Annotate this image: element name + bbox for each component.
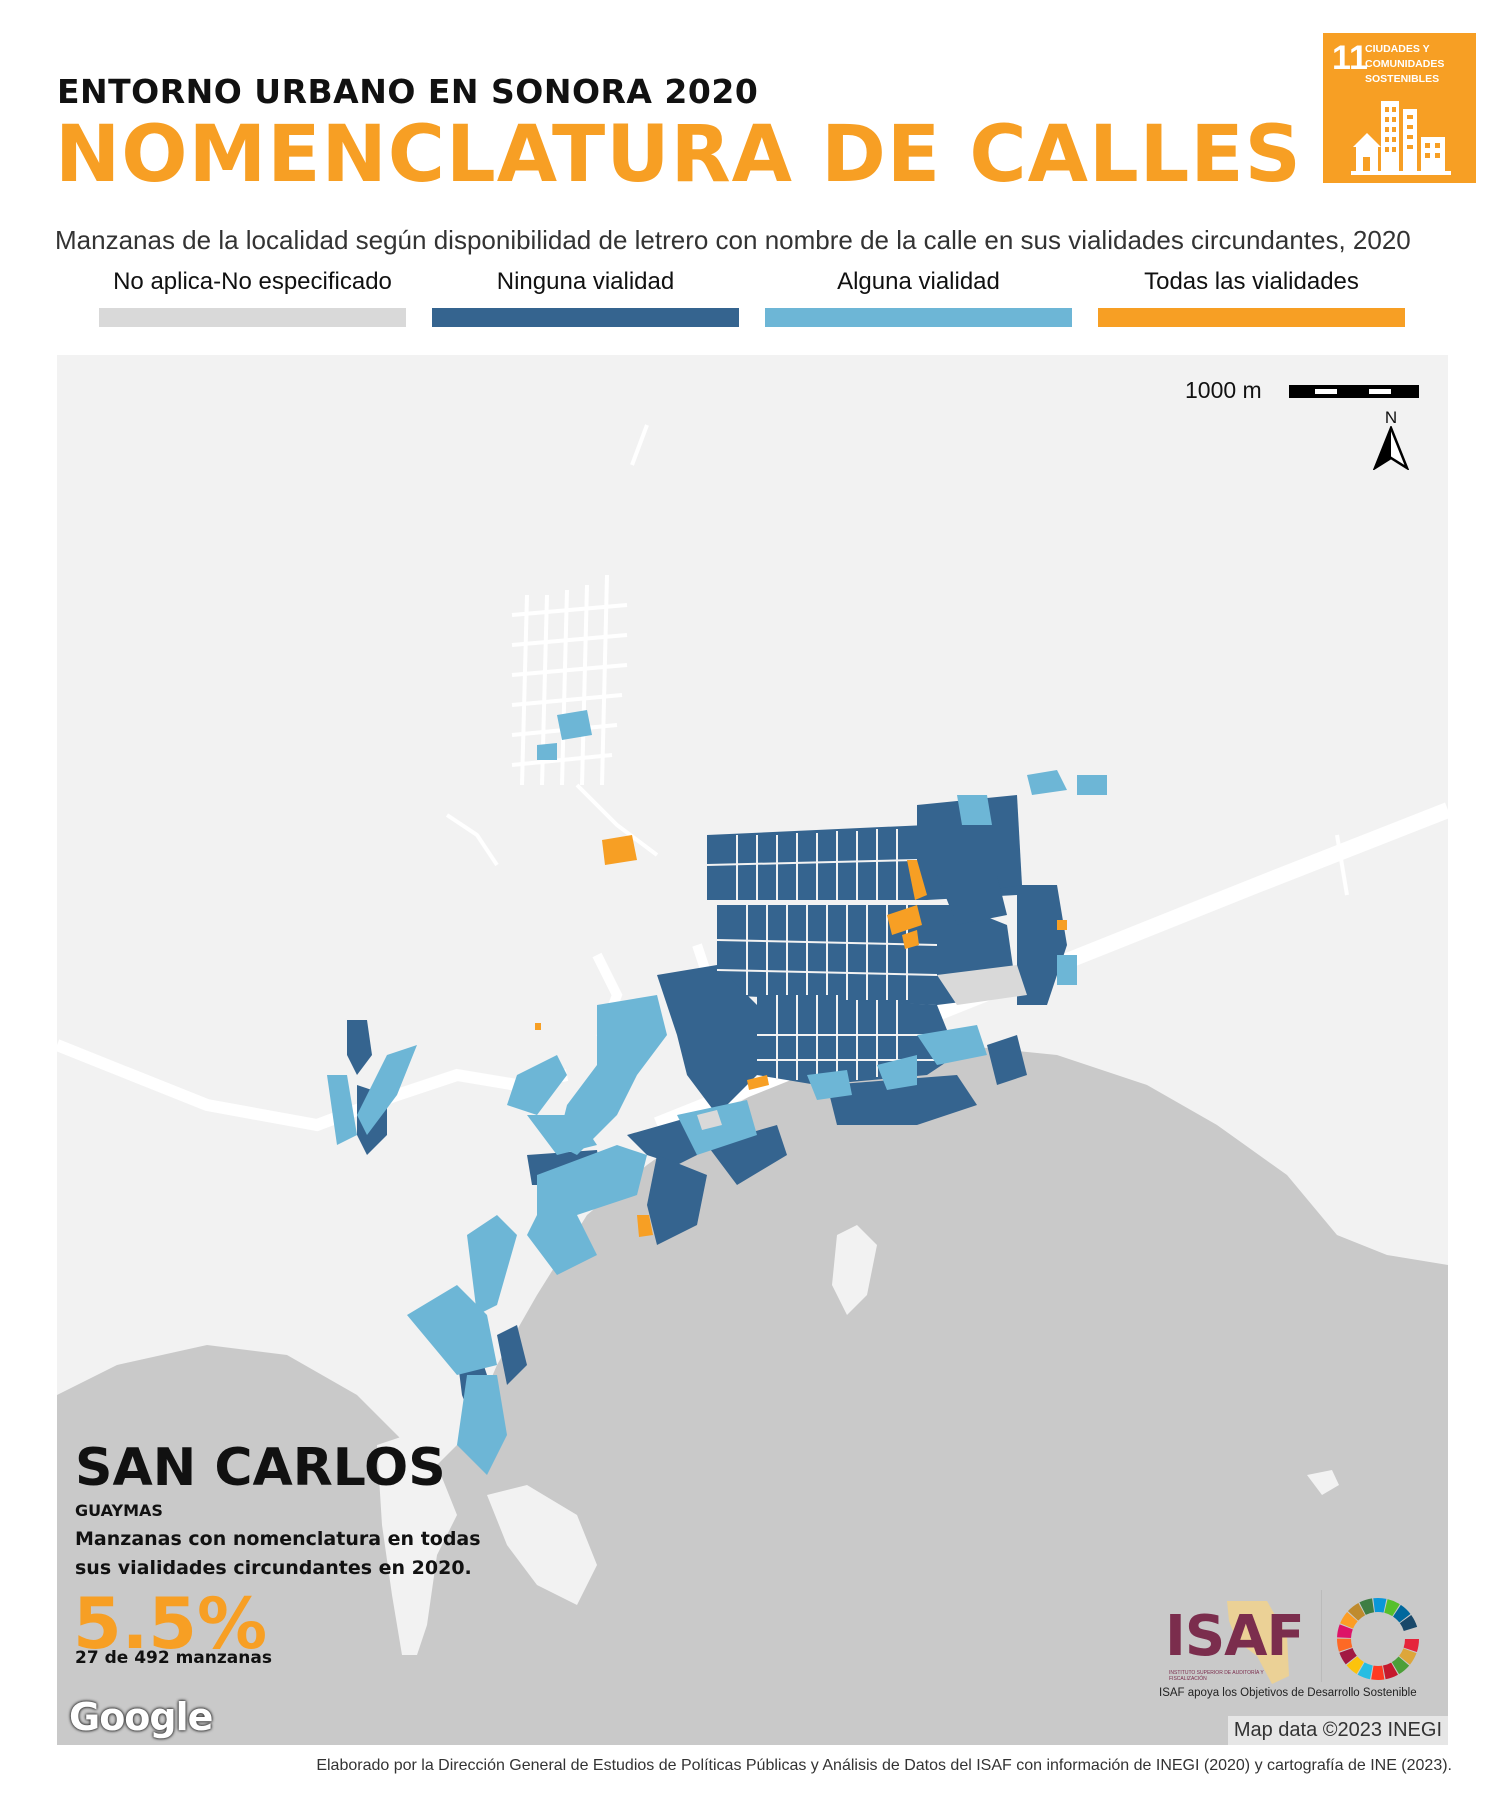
north-arrow-icon bbox=[1373, 426, 1409, 470]
legend-swatch bbox=[765, 308, 1072, 327]
blocks-todas bbox=[535, 835, 1067, 1237]
land-islet bbox=[1307, 1470, 1339, 1495]
city-buildings-icon bbox=[1351, 101, 1451, 175]
isaf-logo-block: ISAF INSTITUTO SUPERIOR DE AUDITORÍA Y F… bbox=[1147, 1590, 1447, 1705]
blocks-no-aplica bbox=[697, 965, 1027, 1130]
legend-label: Todas las vialidades bbox=[1144, 268, 1359, 295]
sdg-text-line: SOSTENIBLES bbox=[1365, 73, 1440, 85]
peninsula bbox=[487, 1485, 597, 1605]
legend-swatch bbox=[1098, 308, 1405, 327]
sdg-text: CIUDADES Y COMUNIDADES SOSTENIBLES bbox=[1365, 42, 1444, 87]
page-title: NOMENCLATURA DE CALLES bbox=[55, 110, 1302, 200]
scale-label: 1000 m bbox=[1185, 377, 1262, 403]
municipality-name: GUAYMAS bbox=[75, 1501, 163, 1520]
summary-description: Manzanas con nomenclatura en todas sus v… bbox=[75, 1528, 481, 1579]
north-arrow: N bbox=[1369, 408, 1413, 472]
divider bbox=[1321, 1590, 1322, 1682]
legend-label: Alguna vialidad bbox=[837, 268, 1000, 295]
legend-label: Ninguna vialidad bbox=[496, 268, 675, 295]
map-attribution[interactable]: Map data ©2023 INEGI bbox=[1227, 1716, 1448, 1745]
sdg-text-line: COMUNIDADES bbox=[1365, 58, 1445, 70]
block-divisions bbox=[706, 829, 938, 1083]
map-blocks bbox=[327, 710, 1107, 1475]
sdg-text-line: CIUDADES Y bbox=[1365, 43, 1430, 55]
summary-percent: 5.5% bbox=[73, 1583, 268, 1665]
legend-item-no-aplica: No aplica-No especificado bbox=[99, 268, 406, 327]
sdg-number: 11 bbox=[1332, 39, 1368, 77]
legend-item-todas: Todas las vialidades bbox=[1098, 268, 1405, 327]
land-east bbox=[1397, 995, 1448, 1135]
blocks-alguna bbox=[327, 710, 1107, 1475]
isaf-full-name: INSTITUTO SUPERIOR DE AUDITORÍA Y FISCAL… bbox=[1169, 1670, 1264, 1682]
google-logo: Google bbox=[69, 1695, 213, 1739]
isaf-caption: ISAF apoya los Objetivos de Desarrollo S… bbox=[1159, 1687, 1417, 1699]
subtitle: Manzanas de la localidad según disponibi… bbox=[55, 225, 1411, 255]
scale-bar bbox=[1289, 385, 1419, 398]
street-grid-north bbox=[445, 424, 1349, 896]
place-name: SAN CARLOS bbox=[75, 1438, 446, 1498]
legend-item-ninguna: Ninguna vialidad bbox=[432, 268, 739, 327]
peninsula bbox=[377, 1435, 457, 1655]
legend-item-alguna: Alguna vialidad bbox=[765, 268, 1072, 327]
isaf-logo: ISAF bbox=[1165, 1604, 1305, 1669]
footer-credit: Elaborado por la Dirección General de Es… bbox=[316, 1757, 1452, 1774]
sdg-wheel-icon bbox=[1337, 1598, 1419, 1680]
legend-label: No aplica-No especificado bbox=[113, 268, 392, 295]
legend-swatch bbox=[432, 308, 739, 327]
map[interactable]: 1000 m N SAN CARLOS GUAYMAS Manzanas con… bbox=[57, 355, 1448, 1745]
land-islet bbox=[832, 1225, 877, 1315]
sdg-11-badge: 11 CIUDADES Y COMUNIDADES SOSTENIBLES bbox=[1323, 33, 1476, 183]
supertitle: ENTORNO URBANO EN SONORA 2020 bbox=[57, 72, 759, 111]
summary-count: 27 de 492 manzanas bbox=[75, 1648, 272, 1668]
legend-swatch bbox=[99, 308, 406, 327]
sonora-shape-icon bbox=[1227, 1601, 1289, 1684]
north-label: N bbox=[1384, 408, 1398, 427]
